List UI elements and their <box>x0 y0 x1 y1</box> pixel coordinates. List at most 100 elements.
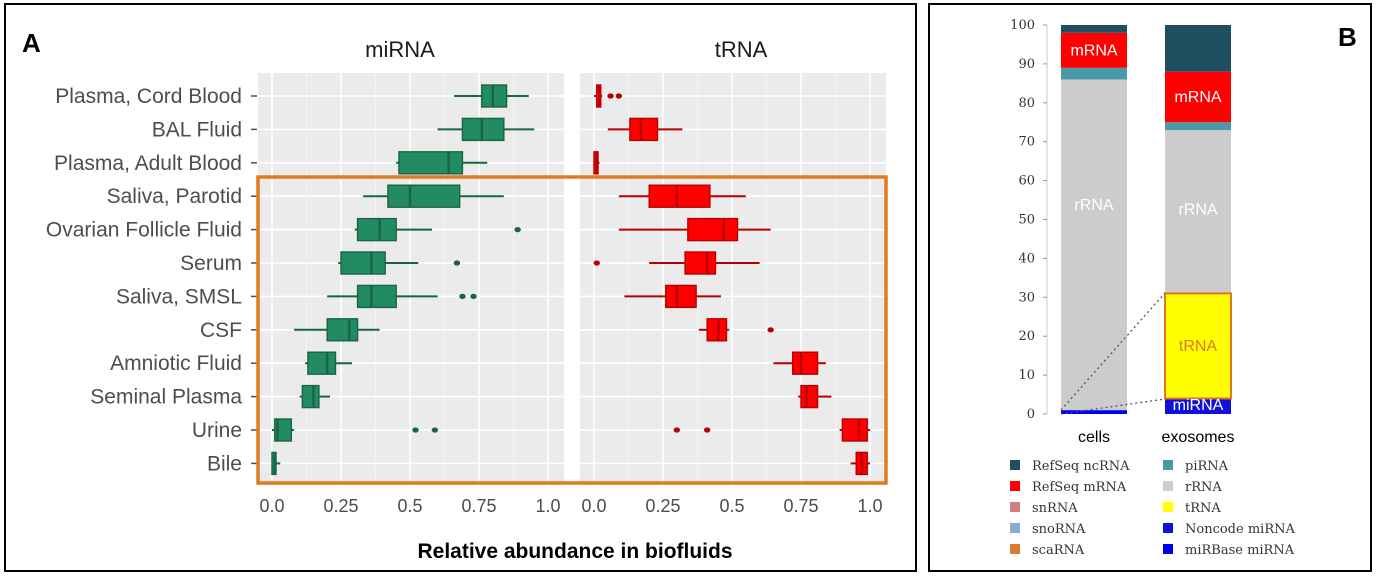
box-iqr <box>356 217 397 242</box>
legend-swatch <box>1010 460 1020 470</box>
panel-a-boxplots <box>271 84 870 476</box>
bar-category-label: cells <box>1078 429 1110 446</box>
bar-segment-exosomes <box>1165 25 1231 72</box>
bar-segment-exosomes <box>1165 122 1231 131</box>
outlier-point <box>615 93 623 99</box>
category-label: Plasma, Cord Blood <box>55 85 242 108</box>
x-tick-label: 0.5 <box>397 496 422 516</box>
category-label: Plasma, Adult Blood <box>54 152 242 175</box>
boxplot-trna <box>618 184 746 208</box>
x-axis-title: Relative abundance in biofluids <box>417 540 732 563</box>
panel-b-category-labels: cells exosomes <box>1078 429 1234 446</box>
y-tick-label: 60 <box>1018 174 1035 189</box>
boxplot-trna <box>594 84 623 108</box>
y-tick-label: 50 <box>1018 213 1035 228</box>
legend-swatch <box>1010 481 1020 491</box>
outlier-point <box>453 260 461 266</box>
y-tick-label: 30 <box>1018 290 1035 305</box>
zoom-connector-top <box>1060 292 1166 411</box>
y-tick-label: 100 <box>1010 18 1035 33</box>
segment-label: rRNA <box>1178 202 1217 219</box>
box-iqr <box>687 217 739 242</box>
box-iqr <box>356 284 397 309</box>
bar-category-label: exosomes <box>1162 429 1235 446</box>
panel-b-letter: B <box>1338 22 1357 52</box>
outlier-point <box>459 293 466 299</box>
box-iqr <box>684 251 717 275</box>
bar-segment-exosomes <box>1165 71 1231 123</box>
boxplot-mirna <box>363 184 504 208</box>
legend-label: tRNA <box>1185 501 1221 516</box>
boxplot-trna <box>673 418 870 442</box>
category-label: Urine <box>192 419 242 442</box>
category-label: Saliva, Parotid <box>107 185 242 208</box>
boxplot-mirna <box>299 384 330 409</box>
boxplot-trna <box>593 251 760 275</box>
x-tick-label: 0.5 <box>719 496 744 516</box>
box-iqr <box>665 284 697 309</box>
x-tick-label: 1.0 <box>535 496 560 516</box>
bar-segment-cells <box>1061 32 1127 68</box>
boxplot-trna <box>850 451 870 476</box>
outlier-point <box>412 427 419 433</box>
x-tick-label: 0.75 <box>783 496 818 516</box>
panel-a-letter: A <box>22 28 41 58</box>
x-tick-label: 0.75 <box>461 496 496 516</box>
facet-mirna-background <box>258 73 564 485</box>
segment-label: tRNA <box>1179 338 1218 355</box>
segment-label: rRNA <box>1074 197 1113 214</box>
facet-trna-background <box>580 73 886 485</box>
boxplot-mirna <box>272 418 439 442</box>
legend-swatch <box>1010 502 1020 512</box>
box-iqr <box>274 418 293 442</box>
y-tick-label: 10 <box>1018 368 1035 383</box>
boxplot-mirna <box>305 351 353 375</box>
highlight-box <box>256 175 888 485</box>
category-label: BAL Fluid <box>152 118 242 141</box>
boxplot-mirna <box>437 117 535 142</box>
y-tick-label: 0 <box>1027 407 1035 422</box>
box-iqr <box>648 184 711 208</box>
box-iqr <box>301 384 320 409</box>
y-tick-label: 90 <box>1018 57 1035 72</box>
x-tick-label: 0.0 <box>259 496 284 516</box>
bar-segment-cells <box>1061 79 1127 411</box>
legend-label: RefSeq mRNA <box>1032 480 1127 495</box>
legend-label: miRBase miRNA <box>1185 543 1295 558</box>
box-iqr <box>841 418 868 442</box>
y-tick-label: 20 <box>1018 329 1035 344</box>
outlier-point <box>673 427 680 433</box>
box-iqr <box>706 318 728 342</box>
y-tick-label: 40 <box>1018 251 1035 266</box>
boxplot-mirna <box>338 251 461 275</box>
category-label: Seminal Plasma <box>90 386 242 409</box>
x-tick-label: 1.0 <box>857 496 882 516</box>
outlier-point <box>703 427 711 433</box>
box-iqr <box>326 318 359 342</box>
bar-segment-cells <box>1061 410 1127 414</box>
segment-label: mRNA <box>1070 42 1117 59</box>
panel-a-category-labels: Plasma, Cord Blood BAL Fluid Plasma, Adult… <box>46 85 257 475</box>
boxplot-trna <box>798 384 832 409</box>
legend-swatch <box>1163 544 1173 554</box>
legend-label: RefSeq ncRNA <box>1032 459 1130 474</box>
boxplot-mirna <box>271 451 281 476</box>
bar-segment-cells <box>1061 67 1127 80</box>
panel-b-legend: RefSeq ncRNA RefSeq mRNA snRNA snoRNA scaRNA… <box>1010 459 1295 558</box>
category-label: CSF <box>200 319 242 342</box>
outlier-point <box>607 93 614 99</box>
legend-swatch <box>1010 523 1020 533</box>
legend-swatch <box>1163 460 1173 470</box>
legend-label: rRNA <box>1185 480 1222 495</box>
legend-label: scaRNA <box>1032 543 1085 558</box>
x-tick-label: 0.0 <box>581 496 606 516</box>
boxplot-mirna <box>454 84 529 108</box>
outlier-point <box>767 327 774 333</box>
bar-segment-exosomes <box>1165 398 1231 414</box>
box-iqr <box>481 84 508 108</box>
boxplot-trna <box>593 151 600 175</box>
outlier-point <box>593 260 600 266</box>
category-label: Amniotic Fluid <box>110 352 242 375</box>
legend-swatch <box>1163 481 1173 491</box>
